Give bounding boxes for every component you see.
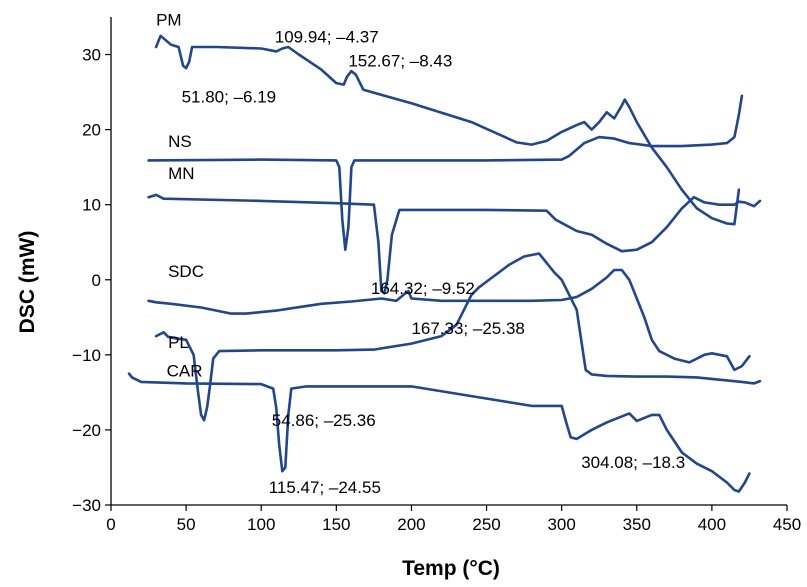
series-line-pm: [154, 34, 741, 226]
y-axis-ticks: −30 −20 −10 0 10 20 30: [72, 46, 111, 515]
series-label-sdc: SDC: [168, 262, 204, 281]
series-label-pm: PM: [156, 10, 182, 29]
x-tick-label: 50: [177, 515, 196, 534]
peak-annotation: 167.33; –25.38: [411, 319, 524, 338]
y-tick-label: −20: [72, 421, 101, 440]
x-tick-label: 250: [472, 515, 500, 534]
y-tick-label: 10: [82, 196, 101, 215]
series-line-sdc: [147, 268, 751, 372]
y-tick-label: 30: [82, 46, 101, 65]
peak-annotation: 54.86; –25.36: [272, 411, 376, 430]
series-line-car: [127, 372, 751, 493]
x-tick-label: 200: [397, 515, 425, 534]
peak-annotation: 115.47; –24.55: [269, 478, 381, 497]
peak-annotation: 304.08; –18.3: [581, 453, 685, 472]
peak-annotation: 164.32; –9.52: [371, 279, 475, 298]
series-label-mn: MN: [168, 164, 194, 183]
curve-labels: PM NS MN SDC PL CAR: [156, 10, 204, 380]
x-tick-label: 450: [773, 515, 801, 534]
curves: [127, 34, 762, 493]
x-tick-label: 300: [547, 515, 575, 534]
series-line-ns: [147, 94, 744, 251]
x-axis-ticks: 0 50 100 150 200 250 300 350 400 450: [106, 505, 801, 534]
y-tick-label: 20: [82, 121, 101, 140]
x-tick-label: 0: [106, 515, 115, 534]
y-tick-label: 0: [92, 271, 101, 290]
y-axis-title: DSC (mW): [16, 231, 39, 334]
peak-annotation: 51.80; –6.19: [182, 88, 277, 107]
series-label-ns: NS: [168, 132, 192, 151]
x-tick-label: 100: [247, 515, 275, 534]
peak-annotation: 152.67; –8.43: [348, 52, 452, 71]
series-label-car: CAR: [167, 362, 203, 381]
series-line-mn: [147, 193, 762, 295]
series-label-pl: PL: [168, 333, 189, 352]
x-tick-label: 400: [698, 515, 726, 534]
peak-annotation: 109.94; –4.37: [275, 28, 379, 47]
x-tick-label: 350: [623, 515, 651, 534]
x-axis-title: Temp (°C): [402, 557, 500, 580]
annotations: 109.94; –4.37 152.67; –8.43 51.80; –6.19 16…: [182, 28, 686, 497]
x-tick-label: 150: [322, 515, 350, 534]
y-tick-label: −30: [72, 496, 101, 515]
y-tick-label: −10: [72, 346, 101, 365]
series-line-pl: [154, 252, 762, 422]
